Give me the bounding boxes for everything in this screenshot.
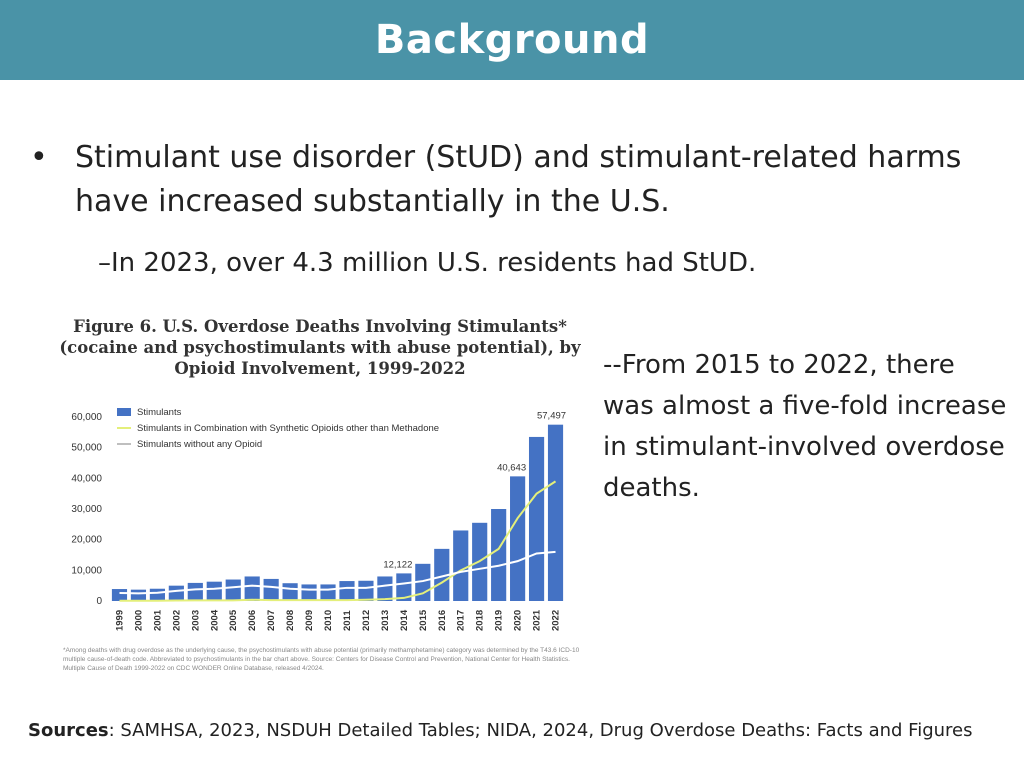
bar-1999 xyxy=(111,589,128,601)
bar-2000 xyxy=(130,589,147,601)
x-tick-label: 2000 xyxy=(133,610,144,631)
legend-swatch-stimulants xyxy=(117,408,131,416)
bar-2006 xyxy=(244,576,260,601)
bar-2014 xyxy=(396,573,412,601)
main-bullet-text: Stimulant use disorder (StUD) and stimul… xyxy=(75,140,962,219)
overdose-bar-chart: 60,000 50,000 40,000 30,000 20,000 10,000 0 19… xyxy=(71,407,566,631)
figure-footnote: *Among deaths with drug overdose as the … xyxy=(63,647,580,672)
x-tick-label: 2005 xyxy=(228,609,239,631)
title-bar: Background xyxy=(0,0,1024,80)
bar-2011 xyxy=(339,581,355,601)
x-tick-label: 2016 xyxy=(437,610,448,631)
bar-2020 xyxy=(510,476,526,601)
x-tick-label: 2021 xyxy=(532,609,543,631)
x-tick-label: 2007 xyxy=(266,610,277,631)
legend-label: Stimulants without any Opioid xyxy=(137,439,262,450)
data-label: 12,122 xyxy=(383,559,412,570)
data-label: 57,497 xyxy=(537,411,566,422)
x-tick-label: 2004 xyxy=(209,609,220,631)
bullet-marker: • xyxy=(30,140,48,175)
combo-line xyxy=(119,480,557,602)
bar-2002 xyxy=(168,585,184,601)
x-tick-label: 2022 xyxy=(551,610,562,631)
x-tick-label: 2006 xyxy=(247,610,258,631)
sources-label: Sources xyxy=(28,720,109,741)
x-tick-label: 2017 xyxy=(456,610,467,631)
x-tick-label: 2011 xyxy=(342,610,353,631)
no-opioid-line xyxy=(119,550,556,595)
figure-image: Figure 6. U.S. Overdose Deaths Involving… xyxy=(55,312,585,702)
bar-2007 xyxy=(263,578,279,601)
bar-2009 xyxy=(301,584,317,601)
x-tick-label: 2015 xyxy=(418,609,429,631)
y-tick-label: 20,000 xyxy=(71,535,102,546)
x-tick-label: 2001 xyxy=(152,609,163,631)
bar-2016 xyxy=(434,548,450,601)
x-tick-label: 1999 xyxy=(114,610,125,631)
legend-label: Stimulants in Combination with Synthetic… xyxy=(137,423,439,434)
x-tick-label: 2020 xyxy=(513,610,524,631)
x-tick-label: 2008 xyxy=(285,610,296,631)
side-callout-text: --From 2015 to 2022, there was almost a … xyxy=(603,350,1007,503)
sources-text: : SAMHSA, 2023, NSDUH Detailed Tables; N… xyxy=(108,720,973,741)
x-tick-label: 2019 xyxy=(494,610,505,631)
data-label: 40,643 xyxy=(497,462,526,473)
bar-2008 xyxy=(282,583,298,601)
y-tick-label: 10,000 xyxy=(71,565,102,576)
bar-2021 xyxy=(528,436,545,601)
x-tick-label: 2002 xyxy=(171,610,182,631)
x-tick-label: 2009 xyxy=(304,610,315,631)
y-tick-label: 30,000 xyxy=(71,504,102,515)
x-tick-label: 2013 xyxy=(380,610,391,631)
y-tick-label: 60,000 xyxy=(71,412,102,423)
x-tick-label: 2014 xyxy=(399,609,410,631)
bar-2001 xyxy=(149,588,165,601)
bar-2010 xyxy=(320,584,336,601)
x-tick-label: 2003 xyxy=(190,610,201,631)
legend-label: Stimulants xyxy=(137,407,182,418)
bar-2013 xyxy=(377,576,393,601)
bar-2017 xyxy=(453,530,469,601)
y-tick-label: 0 xyxy=(96,596,102,607)
page-title: Background xyxy=(374,17,650,63)
bar-2012 xyxy=(358,580,374,601)
bar-2004 xyxy=(206,581,222,601)
bar-2003 xyxy=(187,582,203,601)
sub-bullet-text: –In 2023, over 4.3 million U.S. resident… xyxy=(98,248,757,278)
y-tick-label: 40,000 xyxy=(71,473,102,484)
bar-2005 xyxy=(225,579,241,601)
x-tick-label: 2012 xyxy=(361,610,372,631)
x-tick-label: 2018 xyxy=(475,610,486,631)
bar-2022 xyxy=(547,424,564,601)
y-tick-label: 50,000 xyxy=(71,443,102,454)
x-tick-label: 2010 xyxy=(323,610,334,631)
main-bullet: • Stimulant use disorder (StUD) and stim… xyxy=(30,136,990,224)
sources-line: Sources: SAMHSA, 2023, NSDUH Detailed Ta… xyxy=(28,720,1008,741)
figure-title: Figure 6. U.S. Overdose Deaths Involving… xyxy=(59,317,581,378)
bar-2019 xyxy=(491,509,507,601)
